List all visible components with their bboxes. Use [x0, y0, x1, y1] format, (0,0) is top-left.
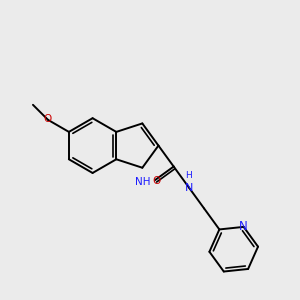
Text: H: H: [185, 171, 192, 180]
Text: N: N: [185, 182, 193, 193]
Text: O: O: [152, 176, 160, 186]
Text: N: N: [239, 220, 248, 233]
Text: NH: NH: [135, 177, 150, 187]
Text: O: O: [43, 114, 51, 124]
